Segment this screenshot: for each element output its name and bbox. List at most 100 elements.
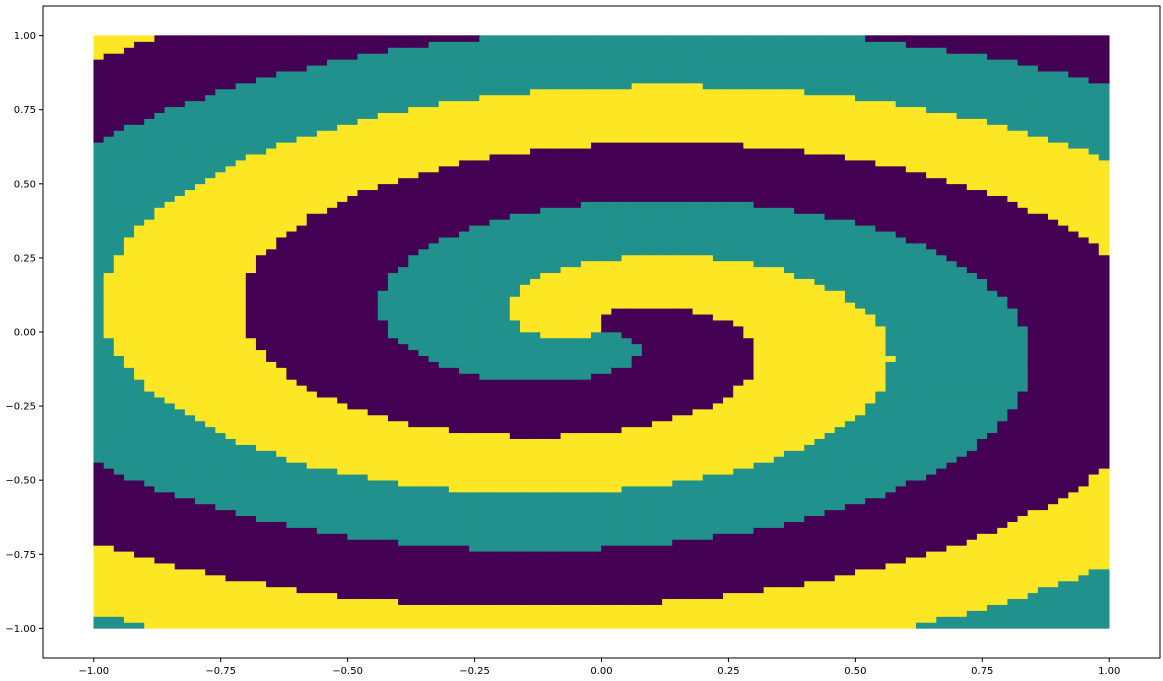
region-cell [408,444,420,451]
region-cell [509,201,521,208]
region-cell [93,568,105,576]
region-cell [225,118,237,125]
region-cell [184,408,196,416]
region-cell [347,396,359,404]
region-cell [306,598,318,605]
region-cell [530,35,541,42]
region-cell [123,556,135,564]
region-cell [215,379,227,386]
region-cell [316,201,328,208]
region-cell [347,124,359,131]
region-cell [438,509,450,517]
region-cell [337,284,348,291]
region-cell [438,35,450,42]
region-cell [93,574,105,582]
region-cell [225,106,237,113]
region-cell [357,136,369,143]
region-cell [398,124,409,131]
region-cell [459,142,470,149]
region-cell [448,562,460,570]
region-cell [560,53,572,60]
region-cell [387,379,399,386]
region-cell [357,337,369,345]
region-cell [387,207,399,214]
region-cell [144,402,155,410]
region-cell [103,153,115,161]
region-cell [580,592,592,600]
region-cell [306,242,318,250]
region-cell [530,456,541,463]
region-cell [134,367,145,374]
region-cell [154,159,166,167]
region-cell [377,82,389,90]
region-cell [93,195,105,202]
region-cell [164,254,176,262]
region-cell [184,248,196,256]
region-cell [123,361,135,368]
region-cell [448,76,460,84]
region-cell [580,171,592,179]
region-cell [123,112,135,119]
region-cell [398,598,409,605]
region-cell [306,136,318,143]
region-cell [113,230,125,238]
region-cell [448,112,460,119]
region-cell [184,88,196,96]
region-cell [266,485,277,493]
region-cell [448,70,460,78]
region-cell [347,189,359,196]
region-cell [195,313,206,321]
region-cell [123,207,135,214]
region-cell [154,59,166,66]
region-cell [184,290,196,297]
region-cell [570,385,582,392]
region-cell [560,118,572,125]
region-cell [387,556,399,564]
region-cell [479,307,491,315]
region-cell [428,290,440,297]
region-cell [377,343,389,351]
region-cell [550,236,562,244]
region-cell [215,272,227,279]
region-cell [215,580,227,588]
region-cell [337,473,348,481]
region-cell [428,112,440,119]
region-cell [316,319,328,327]
region-cell [123,82,135,90]
region-cell [255,189,267,196]
region-cell [347,551,359,558]
region-cell [225,136,237,143]
region-cell [184,473,196,481]
region-cell [408,420,420,428]
region-cell [164,219,176,226]
region-cell [225,390,237,398]
region-cell [164,296,176,303]
region-cell [245,337,257,345]
region-cell [316,349,328,357]
region-cell [377,319,389,327]
region-cell [509,248,521,256]
region-cell [215,165,227,173]
region-cell [245,551,257,558]
region-cell [123,236,135,244]
region-cell [398,290,409,297]
region-cell [316,390,328,398]
region-cell [327,462,338,469]
region-cell [225,450,237,457]
region-cell [174,195,186,202]
region-cell [519,94,531,102]
region-cell [255,390,267,398]
region-cell [174,219,186,226]
region-cell [448,396,460,404]
region-cell [174,319,186,327]
region-cell [540,100,552,108]
region-cell [387,438,399,445]
region-cell [113,147,125,155]
region-cell [550,272,562,279]
region-cell [519,592,531,600]
region-cell [459,100,470,108]
region-cell [479,361,491,368]
region-cell [530,207,541,214]
region-cell [266,456,277,463]
region-cell [123,527,135,534]
